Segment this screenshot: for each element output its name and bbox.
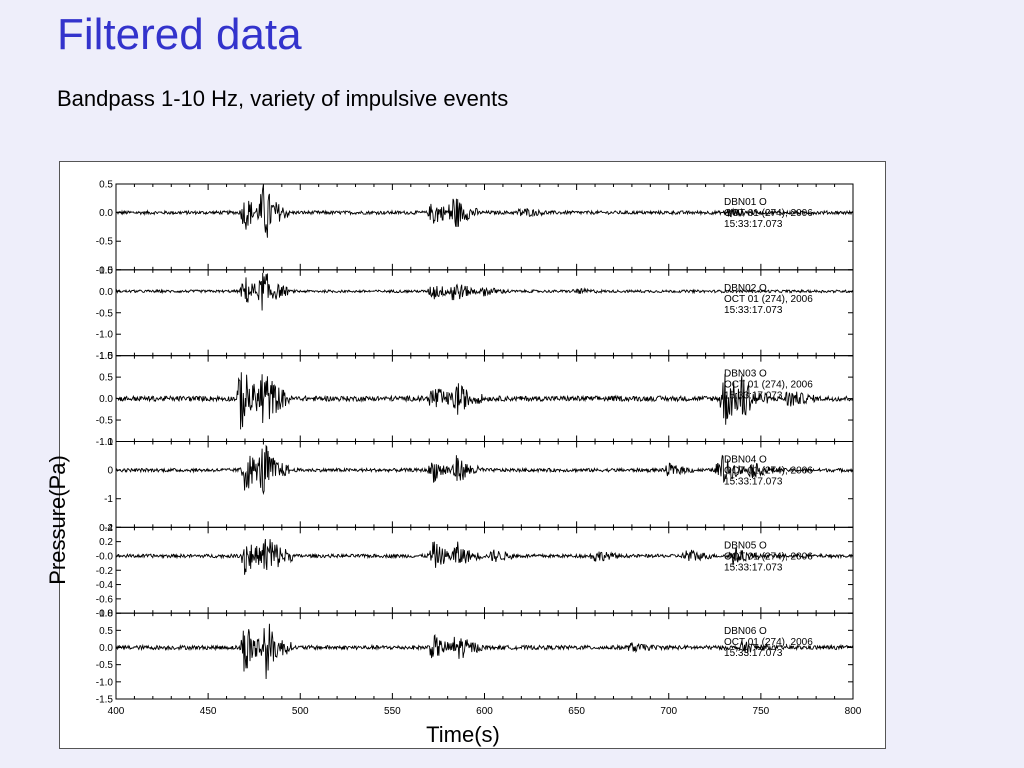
x-tick-label: 600	[476, 706, 493, 717]
seismogram-figure: 0.5 0.0 -0.5 -1.0 DBN01 O OCT 01 (274), 2006 1…	[45, 161, 886, 749]
y-tick-label: 0.5	[99, 265, 113, 276]
y-tick-label: -0.5	[96, 237, 114, 248]
y-tick-label: -0.5	[96, 660, 114, 671]
y-axis-label: Pressure(Pa)	[45, 455, 70, 585]
time-label: 15:33:17.073	[724, 477, 783, 488]
x-axis-label: Time(s)	[426, 722, 500, 747]
trace-dbn05	[115, 538, 853, 575]
station-label: DBN06 O	[724, 626, 767, 637]
y-tick-label: 0.0	[99, 643, 113, 654]
time-label: 15:33:17.073	[724, 562, 783, 573]
y-tick-label: -1.0	[96, 437, 114, 448]
x-tick-label: 500	[292, 706, 309, 717]
y-tick-label: 0.5	[99, 626, 113, 637]
slide-title: Filtered data	[57, 10, 302, 59]
slide-subtitle: Bandpass 1-10 Hz, variety of impulsive e…	[57, 86, 509, 111]
y-tick-label: 1	[107, 437, 113, 448]
trace-dbn03	[115, 372, 854, 430]
x-tick-label: 650	[568, 706, 585, 717]
trace-dbn01	[115, 184, 854, 238]
y-tick-label: -1.0	[96, 677, 114, 688]
y-tick-label: -0.4	[96, 580, 114, 591]
y-tick-label: -1.5	[96, 351, 114, 362]
date-label: OCT 01 (274), 2006	[724, 208, 813, 219]
y-tick-label: -1	[104, 494, 113, 505]
station-label: DBN03 O	[724, 369, 767, 380]
station-label: DBN01 O	[724, 197, 767, 208]
trace-dbn02	[115, 272, 854, 311]
time-label: 15:33:17.073	[724, 219, 783, 230]
y-tick-label: -0.5	[96, 308, 114, 319]
y-tick-label: 0.0	[99, 394, 113, 405]
x-tick-label: 750	[753, 706, 770, 717]
y-tick-label: -1.5	[96, 695, 114, 706]
x-tick-label: 800	[845, 706, 862, 717]
station-label: DBN05 O	[724, 540, 767, 551]
date-label: OCT 01 (274), 2006	[724, 380, 813, 391]
y-tick-label: -0.8	[96, 609, 114, 620]
date-label: OCT 01 (274), 2006	[724, 551, 813, 562]
y-tick-label: 1.0	[99, 609, 113, 620]
time-label: 15:33:17.073	[724, 648, 783, 659]
station-label: DBN02 O	[724, 283, 767, 294]
y-tick-label: 0.0	[99, 208, 113, 219]
y-tick-label: 0.5	[99, 373, 113, 384]
y-tick-label: -1.0	[96, 330, 114, 341]
y-tick-label: -0.5	[96, 416, 114, 427]
x-tick-label: 400	[108, 706, 125, 717]
station-label: DBN04 O	[724, 455, 767, 466]
y-tick-label: -0.0	[96, 551, 114, 562]
trace-dbn04	[115, 444, 854, 496]
y-tick-label: 0.2	[99, 537, 113, 548]
y-tick-label: -0.6	[96, 594, 114, 605]
y-tick-label: -2	[104, 523, 113, 534]
date-label: OCT 01 (274), 2006	[724, 294, 813, 305]
date-label: OCT 01 (274), 2006	[724, 466, 813, 477]
time-label: 15:33:17.073	[724, 391, 783, 402]
trace-dbn06	[115, 623, 854, 680]
x-tick-label: 550	[384, 706, 401, 717]
y-tick-label: 0.0	[99, 287, 113, 298]
time-label: 15:33:17.073	[724, 305, 783, 316]
y-tick-label: -0.2	[96, 566, 114, 577]
x-tick-label: 700	[660, 706, 677, 717]
y-tick-label: 0.5	[99, 180, 113, 191]
y-tick-label: 1.0	[99, 351, 113, 362]
date-label: OCT 01 (274), 2006	[724, 637, 813, 648]
y-tick-label: 0	[107, 466, 113, 477]
y-tick-label: -1.0	[96, 265, 114, 276]
x-tick-label: 450	[200, 706, 217, 717]
y-tick-label: 0.4	[99, 523, 113, 534]
